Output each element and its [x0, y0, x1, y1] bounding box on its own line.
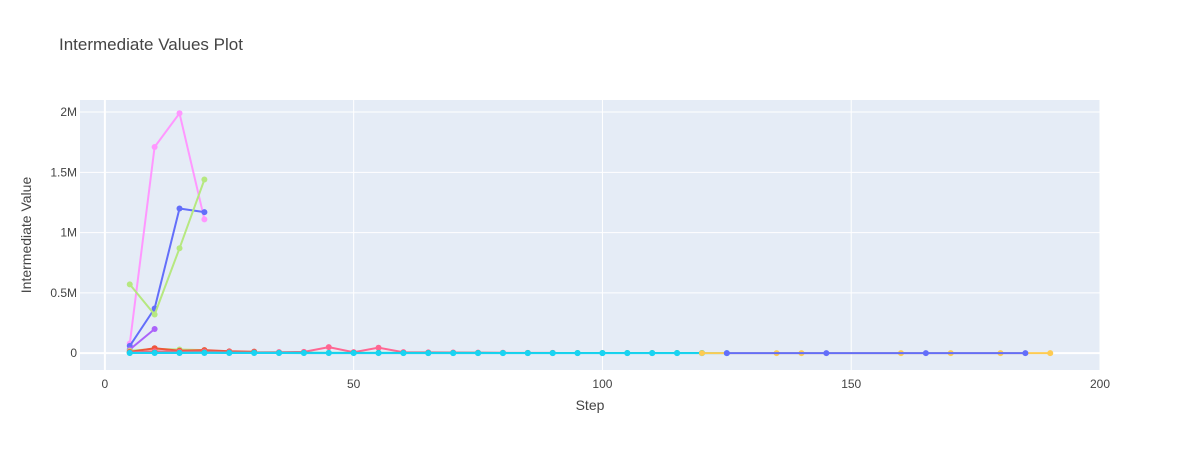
- series-line: [128, 207, 205, 347]
- data-point[interactable]: [325, 344, 332, 351]
- data-point[interactable]: [499, 350, 506, 357]
- chart-title: Intermediate Values Plot: [59, 35, 243, 54]
- y-tick-label: 2M: [60, 105, 77, 119]
- data-point[interactable]: [151, 144, 158, 151]
- series: [723, 350, 1029, 357]
- data-point[interactable]: [350, 350, 357, 357]
- series-line: [129, 328, 156, 351]
- plot-area: [80, 100, 1100, 370]
- data-point[interactable]: [176, 110, 183, 117]
- x-tick-label: 0: [102, 377, 109, 391]
- data-point[interactable]: [475, 350, 482, 357]
- data-point[interactable]: [251, 350, 258, 357]
- data-point[interactable]: [1047, 350, 1054, 357]
- data-point[interactable]: [226, 350, 233, 357]
- data-point[interactable]: [126, 350, 133, 357]
- x-tick-label: 200: [1090, 377, 1110, 391]
- data-point[interactable]: [624, 350, 631, 357]
- x-tick-label: 150: [841, 377, 861, 391]
- data-point[interactable]: [300, 350, 307, 357]
- series-line: [129, 179, 206, 317]
- y-tick-label: 1M: [60, 226, 77, 240]
- y-tick-label: 0: [70, 346, 77, 360]
- data-point[interactable]: [325, 350, 332, 357]
- series: [126, 176, 208, 318]
- x-axis-title: Step: [576, 397, 605, 413]
- data-point[interactable]: [400, 350, 407, 357]
- series-line: [128, 110, 206, 344]
- y-tick-label: 0.5M: [50, 286, 77, 300]
- data-point[interactable]: [201, 349, 208, 356]
- data-point[interactable]: [276, 350, 283, 357]
- data-point[interactable]: [126, 281, 133, 288]
- series: [126, 349, 730, 357]
- x-tick-label: 50: [347, 377, 361, 391]
- data-point[interactable]: [723, 350, 730, 357]
- data-point[interactable]: [201, 209, 208, 216]
- y-tick-label: 1.5M: [50, 165, 77, 179]
- data-point[interactable]: [201, 176, 208, 183]
- y-axis-title: Intermediate Value: [18, 177, 34, 294]
- data-point[interactable]: [698, 350, 705, 357]
- data-point[interactable]: [201, 216, 208, 223]
- data-point[interactable]: [151, 350, 158, 357]
- data-point[interactable]: [375, 344, 382, 351]
- data-point[interactable]: [425, 350, 432, 357]
- data-point[interactable]: [375, 350, 382, 357]
- data-point[interactable]: [922, 350, 929, 357]
- data-point[interactable]: [176, 350, 183, 357]
- data-point[interactable]: [151, 311, 158, 318]
- x-tick-label: 100: [592, 377, 612, 391]
- data-point[interactable]: [574, 350, 581, 357]
- data-point[interactable]: [599, 350, 606, 357]
- data-point[interactable]: [549, 350, 556, 357]
- data-point[interactable]: [674, 350, 681, 357]
- data-point[interactable]: [524, 350, 531, 357]
- tick-layer: 0 50 100 150 200 0 0.5M 1M 1.5M 2M: [50, 105, 1110, 391]
- data-point[interactable]: [176, 245, 183, 252]
- data-point[interactable]: [151, 326, 158, 333]
- data-point[interactable]: [823, 350, 830, 357]
- data-point[interactable]: [649, 350, 656, 357]
- data-point[interactable]: [450, 350, 457, 357]
- data-point[interactable]: [176, 205, 183, 212]
- series-layer: [126, 110, 1054, 357]
- data-point[interactable]: [1022, 350, 1029, 357]
